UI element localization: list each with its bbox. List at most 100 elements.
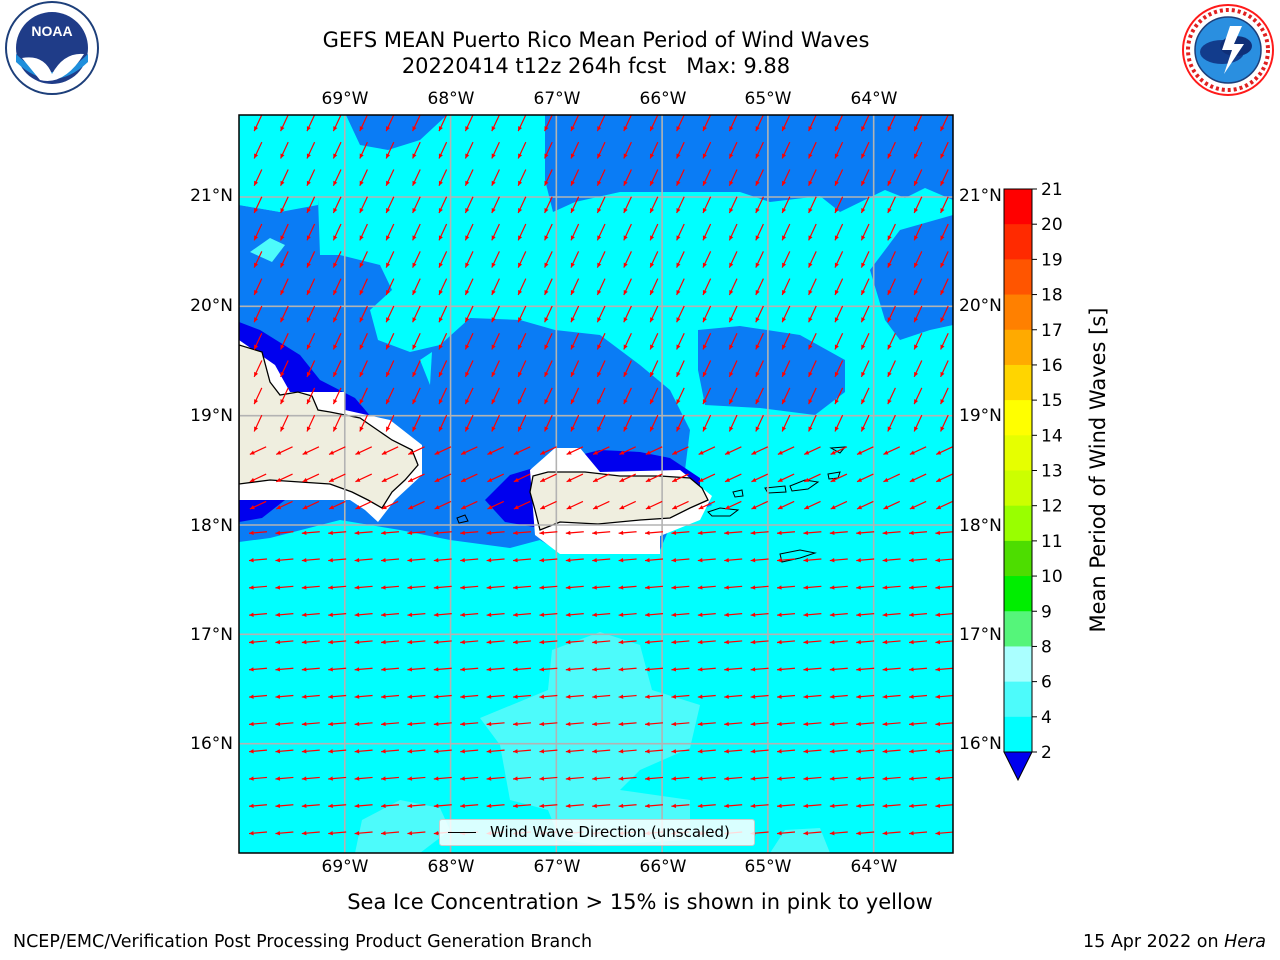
wave-direction-arrowhead — [407, 831, 413, 836]
wave-direction-arrowhead — [702, 208, 707, 214]
wave-direction-arrowhead — [829, 667, 835, 672]
wave-direction-arrowhead — [702, 180, 707, 186]
wave-direction-arrowhead — [513, 749, 518, 754]
wave-direction-arrowhead — [597, 208, 602, 214]
wave-direction-arrowhead — [486, 667, 492, 672]
wave-direction-arrowhead — [725, 450, 731, 455]
wave-direction-arrowhead — [645, 505, 651, 510]
wave-direction-arrowhead — [254, 126, 259, 132]
wave-direction-arrowhead — [544, 426, 549, 432]
wave-direction-arrowhead — [777, 803, 782, 809]
wave-direction-arrowhead — [834, 426, 839, 432]
wave-direction-arrowhead — [645, 639, 650, 645]
wave-direction-arrowhead — [381, 721, 386, 727]
wave-direction-arrowhead — [592, 749, 597, 754]
colorbar-band — [1004, 611, 1032, 647]
wave-direction-arrowhead — [544, 262, 549, 268]
wave-direction-arrowhead — [460, 612, 465, 617]
vieques-island — [707, 507, 740, 517]
wave-direction-arrowhead — [359, 344, 364, 350]
wave-direction-arrowhead — [597, 153, 602, 159]
wave-direction-arrowhead — [777, 505, 783, 510]
wave-direction-arrowhead — [460, 530, 465, 536]
wave-direction-arrowhead — [438, 153, 443, 159]
wave-direction-arrowhead — [887, 153, 892, 159]
wave-direction-arrowhead — [755, 399, 760, 405]
wave-direction-arrowhead — [882, 585, 888, 590]
wave-direction-arrowhead — [433, 694, 439, 699]
wave-direction-arrowhead — [518, 126, 523, 132]
wave-direction-arrowhead — [329, 450, 335, 455]
wave-direction-arrowhead — [275, 749, 281, 754]
wave-direction-arrowhead — [750, 803, 756, 809]
wave-direction-arrowhead — [882, 831, 888, 836]
wave-direction-arrowhead — [491, 426, 496, 432]
wave-direction-arrowhead — [381, 558, 386, 563]
wave-direction-arrowhead — [354, 667, 360, 672]
wave-direction-arrowhead — [887, 126, 892, 132]
wave-direction-arrowhead — [460, 694, 465, 699]
wave-direction-arrowhead — [645, 776, 650, 781]
wave-direction-arrowhead — [438, 289, 443, 295]
wave-direction-arrowhead — [407, 749, 413, 754]
wave-direction-arrowhead — [697, 749, 703, 754]
wave-direction-arrowhead — [940, 262, 945, 268]
wave-direction-arrowhead — [354, 530, 360, 536]
wave-direction-arrowhead — [882, 694, 888, 699]
wave-direction-arrowhead — [359, 153, 364, 159]
wave-direction-arrowhead — [381, 612, 386, 617]
wave-direction-arrowhead — [935, 530, 941, 536]
wave-direction-arrowhead — [697, 585, 703, 590]
wave-direction-arrowhead — [491, 208, 496, 214]
wave-direction-arrowhead — [829, 749, 835, 754]
wave-direction-arrowhead — [570, 180, 575, 186]
wave-direction-arrowhead — [676, 180, 681, 186]
wave-direction-arrowhead — [936, 505, 942, 510]
wave-direction-arrowhead — [407, 558, 413, 563]
wave-direction-arrowhead — [565, 776, 571, 781]
wave-direction-arrowhead — [249, 450, 255, 455]
wave-direction-arrowhead — [465, 371, 470, 377]
wave-direction-arrowhead — [671, 749, 677, 754]
wave-direction-arrowhead — [909, 530, 914, 536]
colorbar-band — [1004, 505, 1032, 542]
wave-direction-arrowhead — [856, 585, 861, 590]
wave-direction-arrowhead — [940, 426, 945, 432]
wave-direction-arrowhead — [856, 667, 861, 672]
colorbar-band — [1004, 540, 1032, 577]
wave-direction-arrowhead — [254, 208, 259, 214]
wave-direction-arrowhead — [465, 126, 470, 132]
wave-direction-arrowhead — [328, 612, 333, 617]
wave-direction-arrowhead — [381, 803, 386, 809]
wave-direction-arrowhead — [302, 505, 308, 510]
wave-direction-arrowhead — [861, 153, 866, 159]
wave-direction-arrowhead — [782, 126, 787, 132]
wave-direction-arrowhead — [676, 126, 681, 132]
wave-direction-arrowhead — [513, 505, 519, 510]
wave-direction-arrowhead — [830, 505, 836, 510]
wave-direction-arrowhead — [724, 612, 729, 617]
wave-direction-arrowhead — [491, 344, 496, 350]
wave-direction-arrowhead — [407, 694, 413, 699]
wave-direction-arrowhead — [914, 289, 919, 295]
wave-direction-arrowhead — [570, 371, 575, 377]
wave-direction-arrowhead — [465, 289, 470, 295]
wave-direction-arrowhead — [729, 180, 734, 186]
wave-direction-arrowhead — [777, 721, 782, 727]
wave-direction-arrowhead — [623, 344, 628, 350]
wave-direction-arrowhead — [465, 399, 470, 405]
wave-direction-arrowhead — [909, 639, 914, 645]
wave-direction-arrowhead — [808, 262, 813, 268]
wave-direction-arrowhead — [861, 344, 866, 350]
wave-direction-arrowhead — [777, 477, 783, 482]
wave-direction-arrowhead — [491, 289, 496, 295]
wave-direction-arrowhead — [645, 667, 650, 672]
wave-direction-arrowhead — [333, 208, 338, 214]
wave-direction-arrowhead — [597, 289, 602, 295]
wave-direction-arrowhead — [702, 371, 707, 377]
wave-direction-arrowhead — [940, 180, 945, 186]
wave-direction-arrowhead — [856, 612, 861, 617]
wave-direction-arrowhead — [354, 803, 360, 809]
wave-direction-arrowhead — [645, 558, 650, 563]
